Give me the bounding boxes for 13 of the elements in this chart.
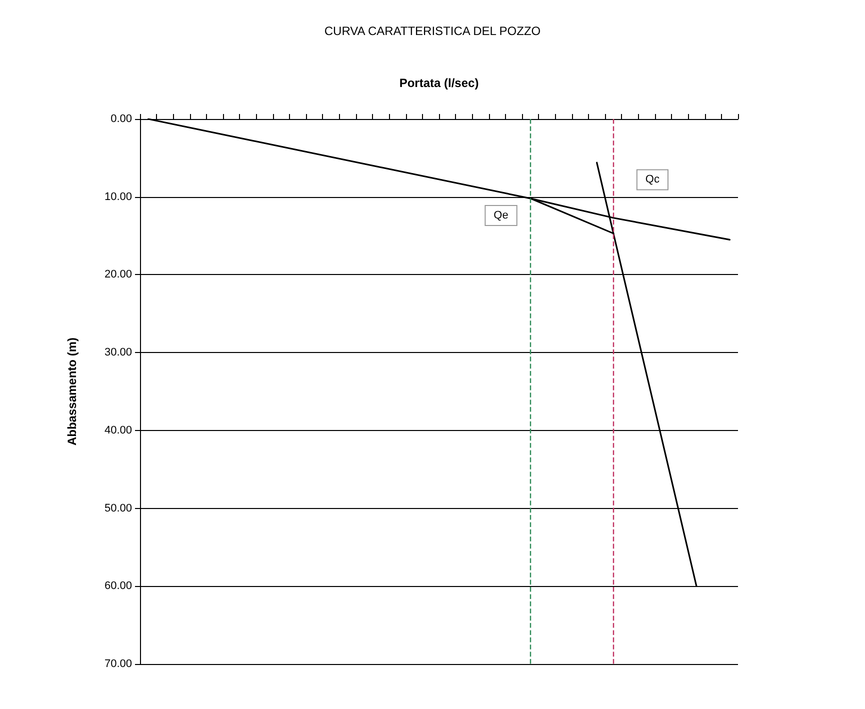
y-tick-label: 70.00 (104, 658, 132, 670)
y-tick-label: 30.00 (104, 346, 132, 359)
x-axis-title: Portata (l/sec) (399, 76, 479, 90)
y-tick-label: 50.00 (104, 502, 132, 514)
annotation: Qe (494, 210, 508, 222)
y-tick-label: 10.00 (104, 190, 132, 203)
chart-title: CURVA CARATTERISTICA DEL POZZO (324, 24, 541, 38)
annotation: Qc (645, 174, 660, 186)
y-axis-title: Abbassamento (m) (65, 337, 79, 446)
y-tick-label: 60.00 (104, 580, 132, 592)
y-tick-label: 0.00 (110, 113, 132, 125)
y-tick-label: 40.00 (104, 424, 132, 436)
y-tick-label: 20.00 (104, 268, 132, 281)
